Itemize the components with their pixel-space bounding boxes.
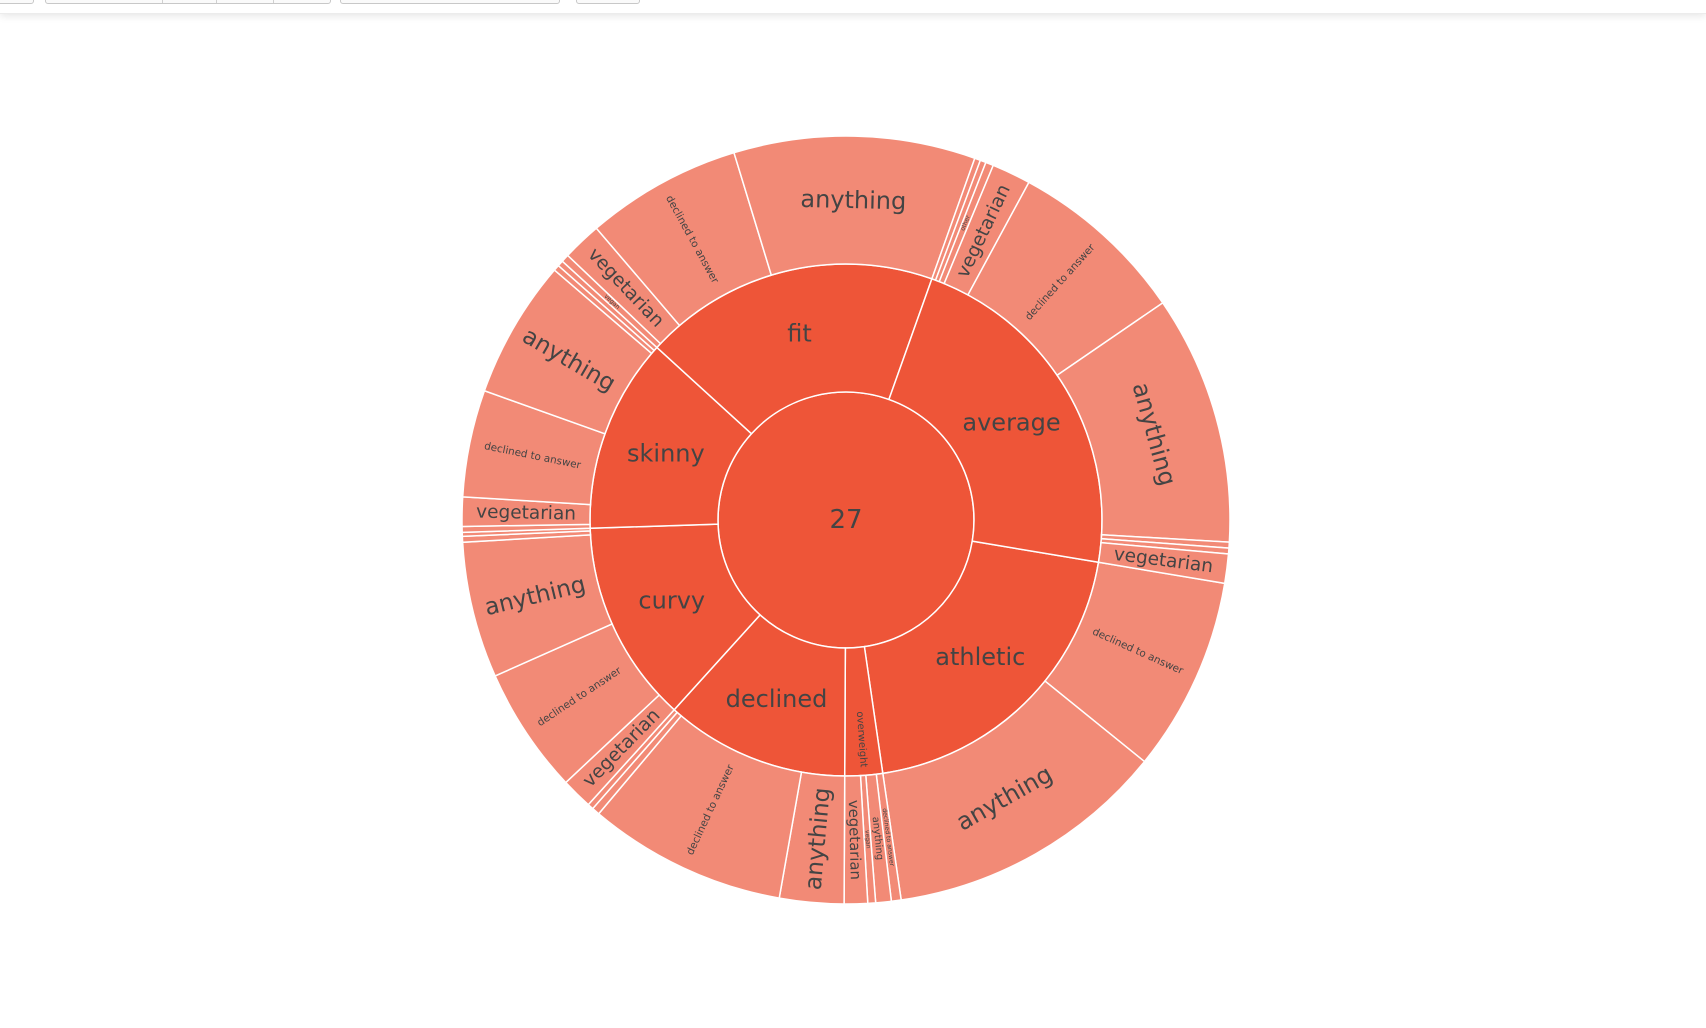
leaf-label-overweight-vegetarian-3: vegetarian [845, 800, 864, 880]
root-label: 27 [829, 505, 862, 535]
leaf-label-skinny-vegetarian-1: vegetarian [476, 501, 576, 524]
sector-label-skinny: skinny [627, 440, 705, 468]
sector-label-curvy: curvy [638, 587, 705, 615]
leaf-label-overweight-vegan-2: vegan [863, 830, 871, 849]
leaf-label-fit-anything-3: anything [800, 185, 906, 215]
sunburst-sectors [461, 135, 1231, 905]
sector-label-athletic: athletic [935, 643, 1025, 671]
sector-label-average: average [962, 409, 1060, 437]
leaf-label-overweight-anything-1: anything [870, 816, 885, 860]
sector-label-fit: fit [787, 320, 812, 348]
toolbar-dropdown[interactable] [340, 0, 560, 4]
toolbar-button-group[interactable] [45, 0, 331, 4]
leaf-average-vegetarian-8[interactable] [1097, 541, 1230, 585]
sector-label-overweight: overweight [854, 711, 869, 768]
toolbar-small-button[interactable] [576, 0, 640, 4]
sector-label-declined: declined [726, 685, 828, 713]
toolbar [0, 0, 1706, 14]
toolbar-control-left[interactable] [0, 0, 34, 4]
